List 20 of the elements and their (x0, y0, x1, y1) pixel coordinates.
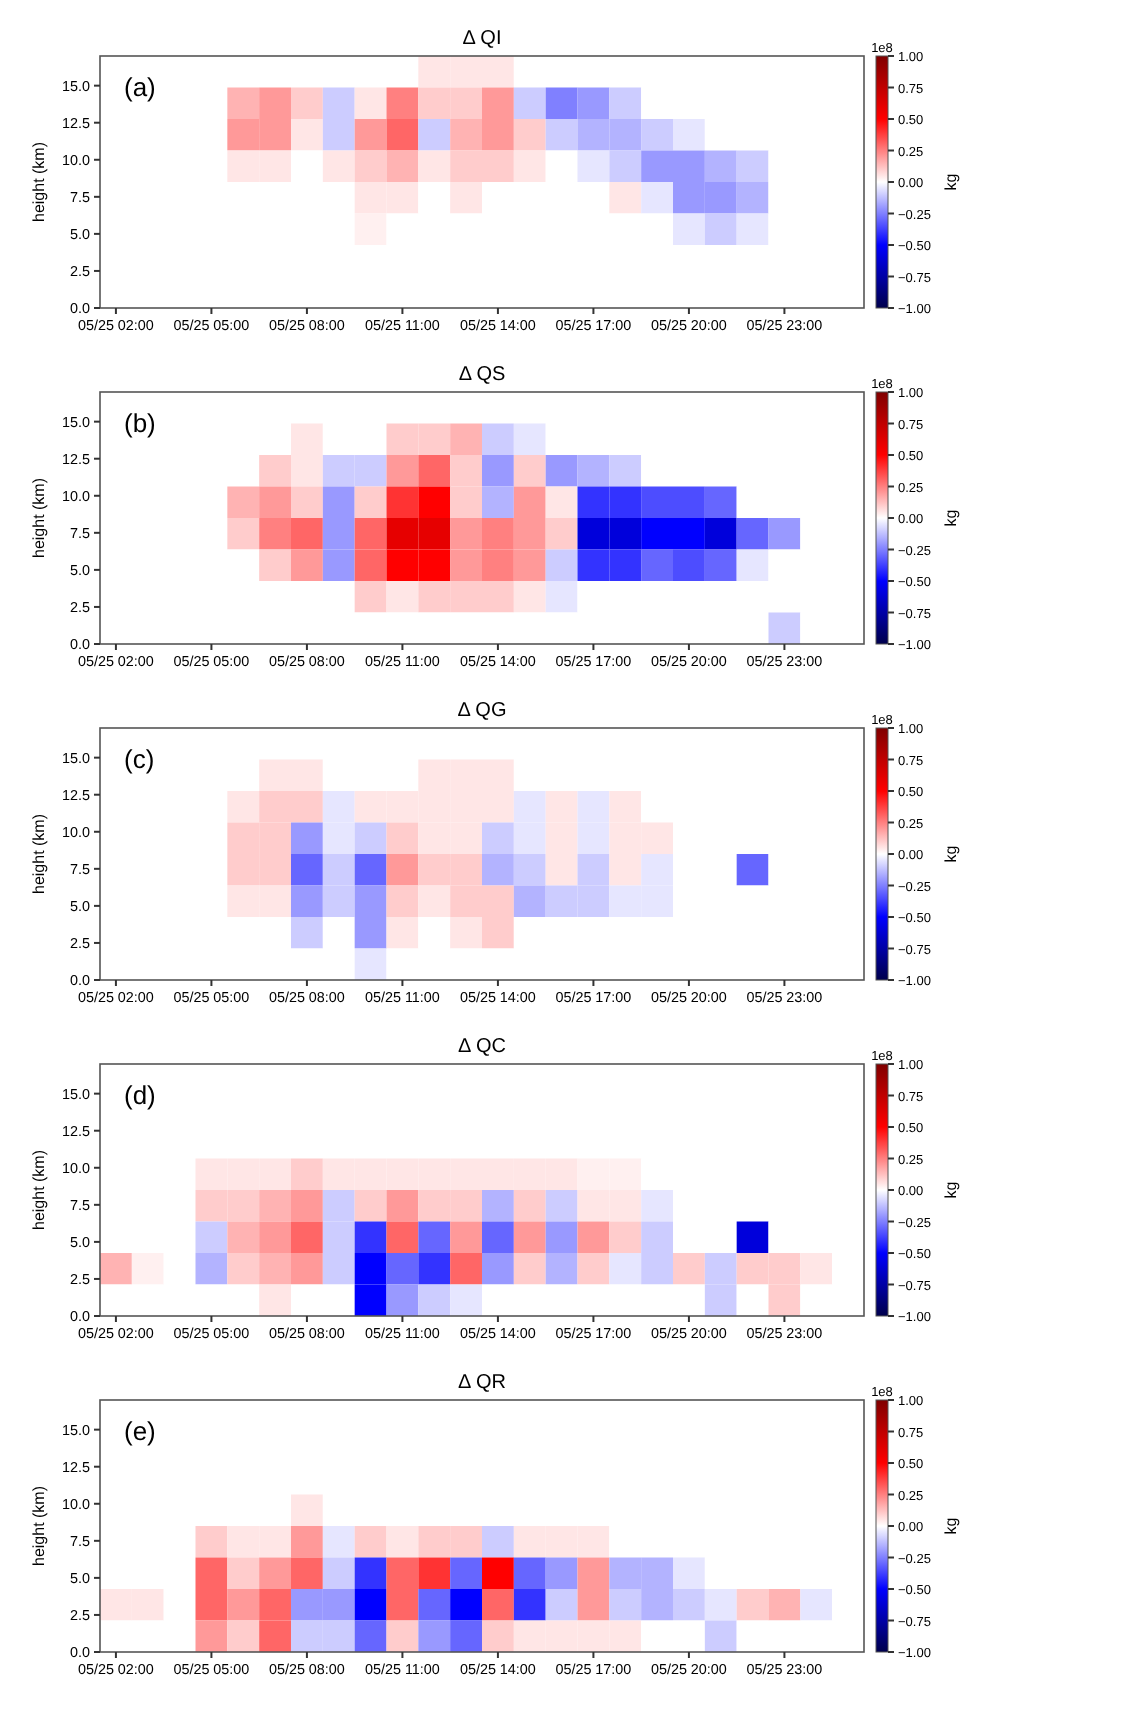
annotation: (a) (124, 72, 156, 102)
y-axis-title: height (km) (30, 1149, 48, 1231)
chart-title: Δ QI (462, 28, 502, 50)
annotation: (b) (124, 408, 156, 438)
color-bar-title: kg (942, 1181, 960, 1199)
chart-title: Δ QC (458, 1036, 506, 1058)
annotation: (e) (124, 1416, 156, 1446)
y-axis-title: height (km) (30, 477, 48, 559)
y-axis-title: height (km) (30, 813, 48, 895)
annotation: (c) (124, 744, 155, 774)
color-bar-title: kg (942, 509, 960, 527)
annotation: (d) (124, 1080, 156, 1110)
color-bar-title: kg (942, 845, 960, 863)
color-bar-title: kg (942, 1517, 960, 1535)
y-axis-title: height (km) (30, 141, 48, 223)
chart-title: Δ QG (457, 700, 507, 722)
y-axis-title: height (km) (30, 1485, 48, 1567)
chart-title: Δ QS (458, 364, 507, 386)
chart-title: Δ QR (458, 1372, 506, 1394)
color-bar-title: kg (942, 173, 960, 191)
